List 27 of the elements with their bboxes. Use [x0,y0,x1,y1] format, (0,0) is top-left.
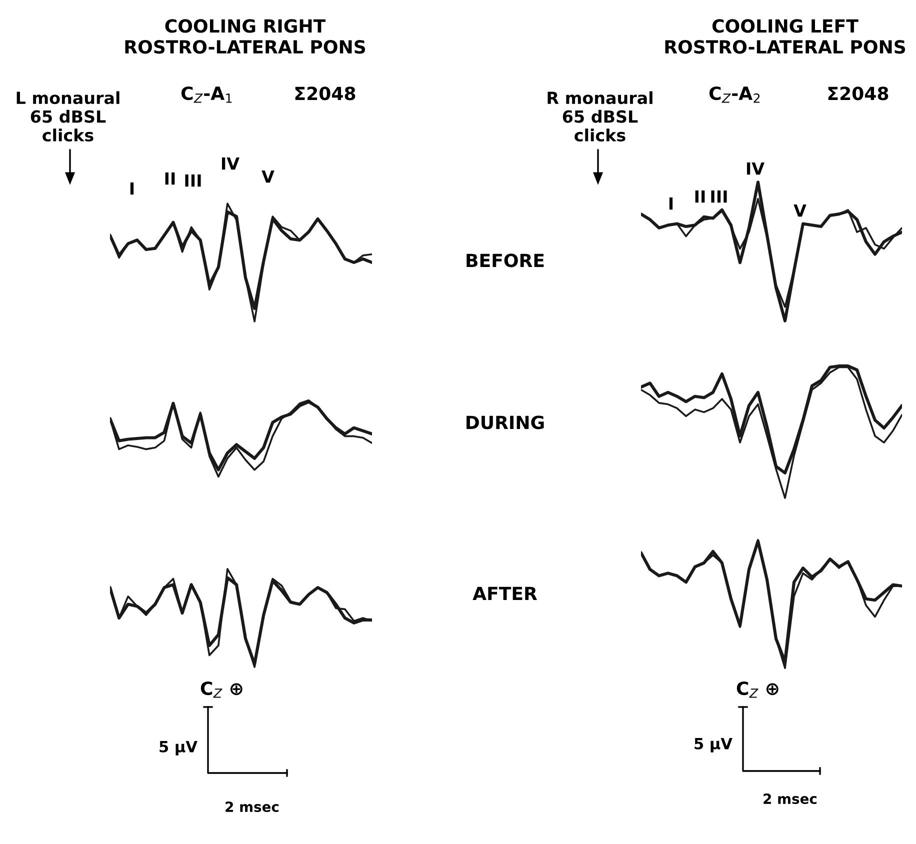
text: AFTER [472,586,538,600]
annotation: III [711,190,727,203]
text: 2 msec [226,802,279,812]
chart-title: COOLING LEFT ROSTRO-LATERAL PONS [665,19,906,54]
text: C$_{Z}$-A$_{2}$ [709,86,760,103]
text: 2 msec [764,794,817,804]
text: Σ2048 [828,86,888,100]
text: V [262,170,274,183]
annotation: V [794,204,806,217]
text: IV [222,157,240,170]
chart-title: COOLING RIGHT ROSTRO-LATERAL PONS [125,19,366,54]
text: I [130,182,134,195]
text: C$_{Z}$ ⊕ [736,681,778,698]
text: III [185,174,201,187]
annotation: II [695,190,705,203]
text: 5 µV [694,738,732,752]
text: L monaural 65 dBSL clicks [16,91,120,142]
text: IV [746,162,764,175]
text: Σ2048 [295,86,356,100]
text: R monaural 65 dBSL clicks [548,91,652,142]
text: C$_{Z}$ ⊕ [200,681,242,698]
text: 5 µV [160,741,198,756]
text: DURING [466,416,544,430]
annotation: I [669,197,673,210]
text: BEFORE [466,254,544,268]
text: C$_{Z}$-A$_{1}$ [181,86,232,103]
text: II [165,172,175,185]
